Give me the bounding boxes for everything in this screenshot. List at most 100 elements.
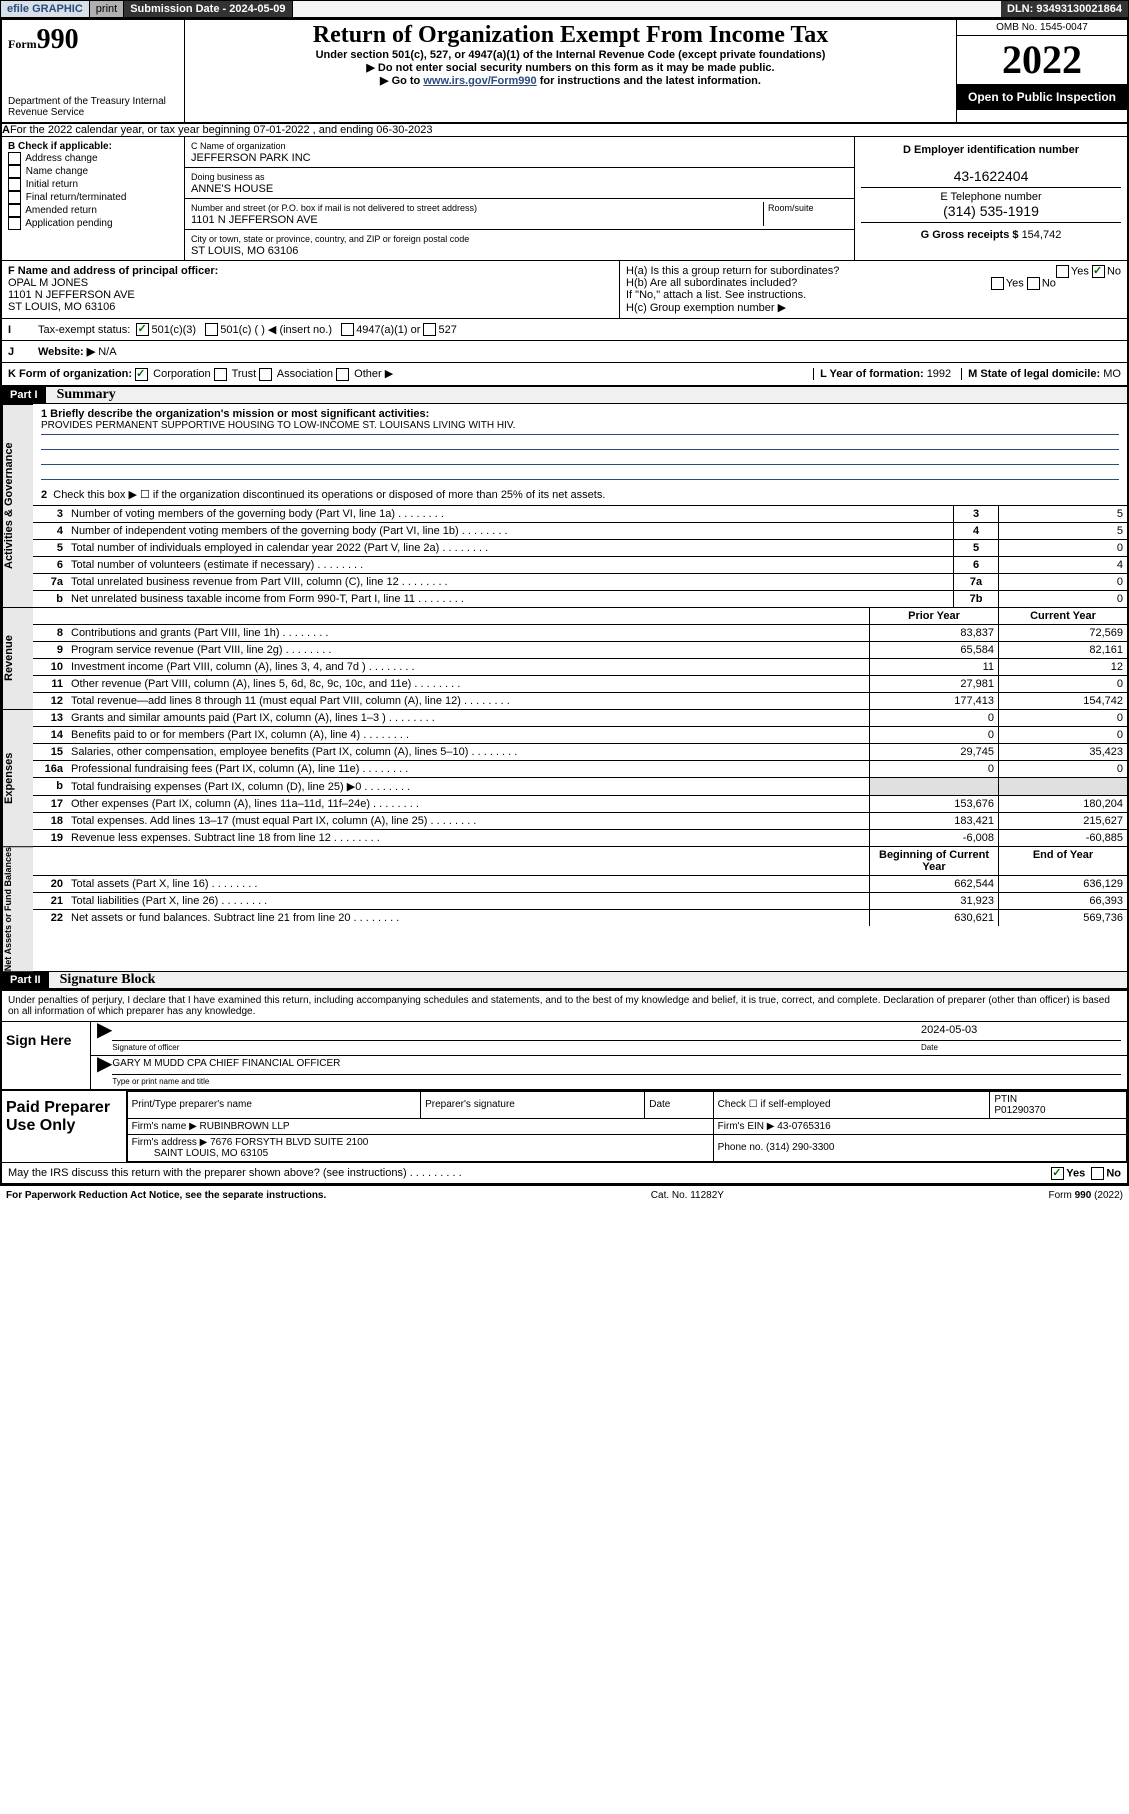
checkbox-pending[interactable]	[8, 217, 21, 230]
side-revenue: Revenue	[2, 607, 33, 709]
h-box: H(a) Is this a group return for subordin…	[620, 261, 1127, 318]
print-button[interactable]: print	[90, 1, 124, 17]
sign-here-label: Sign Here	[2, 1022, 91, 1089]
firm-addr1: 7676 FORSYTH BLVD SUITE 2100	[210, 1137, 368, 1148]
klm-row: K Form of organization: Corporation Trus…	[2, 363, 1127, 386]
form-title: Return of Organization Exempt From Incom…	[193, 22, 948, 49]
part1-header: Part I Summary	[2, 386, 1127, 404]
dba-label: Doing business as	[191, 172, 265, 182]
sub3-pre: ▶ Go to	[380, 75, 423, 87]
cb-501c3[interactable]	[136, 323, 149, 336]
penalty-text: Under penalties of perjury, I declare th…	[2, 989, 1127, 1021]
addr-label: Number and street (or P.O. box if mail i…	[191, 203, 477, 213]
l-label: L Year of formation:	[820, 368, 924, 380]
submission-date: Submission Date - 2024-05-09	[124, 1, 292, 17]
cb-other[interactable]	[336, 368, 349, 381]
ein-label: D Employer identification number	[903, 144, 1079, 156]
footer-right: Form 990 (2022)	[1049, 1190, 1123, 1201]
firm-addr-label: Firm's address ▶	[132, 1137, 208, 1148]
gross-label: G Gross receipts $	[921, 229, 1019, 241]
501c3: 501(c)(3)	[151, 324, 196, 336]
mission-blank1	[41, 435, 1119, 450]
part1-title: Summary	[49, 387, 116, 402]
mission-box: 1 Briefly describe the organization's mi…	[33, 404, 1127, 484]
line-a-text: For the 2022 calendar year, or tax year …	[10, 124, 433, 136]
preparer-table: Print/Type preparer's name Preparer's si…	[127, 1091, 1127, 1162]
l-val: 1992	[927, 368, 951, 380]
checkbox-final[interactable]	[8, 191, 21, 204]
footer-mid: Cat. No. 11282Y	[651, 1190, 724, 1201]
side-netassets: Net Assets or Fund Balances	[2, 846, 33, 971]
efile-link[interactable]: efile GRAPHIC	[1, 1, 90, 17]
department-label: Department of the Treasury Internal Reve…	[8, 96, 178, 118]
hb-note: If "No," attach a list. See instructions…	[626, 289, 1121, 301]
opt-amended: Amended return	[25, 205, 97, 216]
gross-value: 154,742	[1022, 229, 1062, 241]
ha-no[interactable]	[1092, 265, 1105, 278]
hb-no[interactable]	[1027, 277, 1040, 290]
phone-value: (314) 535-1919	[943, 203, 1039, 219]
revenue-section: Revenue Prior YearCurrent Year8Contribut…	[2, 607, 1127, 709]
tax-year: 2022	[957, 36, 1127, 84]
checkbox-name-change[interactable]	[8, 165, 21, 178]
mission-label: 1 Briefly describe the organization's mi…	[41, 408, 429, 420]
cb-501c[interactable]	[205, 323, 218, 336]
discuss-yes[interactable]	[1051, 1167, 1064, 1180]
f-label: F Name and address of principal officer:	[8, 265, 218, 277]
sign-arrow-icon: ▶	[97, 1024, 112, 1053]
ha-yes[interactable]	[1056, 265, 1069, 278]
b-label: B Check if applicable:	[8, 141, 112, 152]
header-row: Form990 Department of the Treasury Inter…	[2, 20, 1127, 124]
officer-addr2: ST LOUIS, MO 63106	[8, 301, 115, 313]
hb-yes[interactable]	[991, 277, 1004, 290]
year-box: OMB No. 1545-0047 2022 Open to Public In…	[957, 20, 1127, 122]
mission-text: PROVIDES PERMANENT SUPPORTIVE HOUSING TO…	[41, 420, 1119, 435]
dln: DLN: 93493130021864	[1001, 1, 1128, 17]
ptin-val: P01290370	[994, 1105, 1045, 1116]
firm-ein: 43-0765316	[777, 1121, 830, 1132]
netassets-section: Net Assets or Fund Balances Beginning of…	[2, 846, 1127, 971]
cb-527[interactable]	[423, 323, 436, 336]
cb-corp[interactable]	[135, 368, 148, 381]
sign-arrow-icon2: ▶	[97, 1058, 112, 1087]
part2-header: Part II Signature Block	[2, 971, 1127, 989]
part2-num: Part II	[2, 972, 49, 988]
ein-value: 43-1622404	[954, 168, 1029, 184]
officer-addr1: 1101 N JEFFERSON AVE	[8, 289, 135, 301]
revenue-table: Prior YearCurrent Year8Contributions and…	[33, 607, 1127, 709]
governance-table: 3Number of voting members of the governi…	[33, 505, 1127, 607]
form-number-box: Form990 Department of the Treasury Inter…	[2, 20, 185, 122]
phone-label: E Telephone number	[940, 191, 1041, 203]
f-box: F Name and address of principal officer:…	[2, 261, 620, 318]
subtitle-2: ▶ Do not enter social security numbers o…	[193, 61, 948, 74]
firm-label: Firm's name ▶	[132, 1121, 197, 1132]
expenses-section: Expenses 13Grants and similar amounts pa…	[2, 709, 1127, 846]
irs-link[interactable]: www.irs.gov/Form990	[423, 75, 536, 87]
checkbox-addr-change[interactable]	[8, 152, 21, 165]
discuss-row: May the IRS discuss this return with the…	[2, 1162, 1127, 1183]
m-val: MO	[1103, 368, 1121, 380]
cb-4947[interactable]	[341, 323, 354, 336]
officer-print-name: GARY M MUDD CPA CHIEF FINANCIAL OFFICER	[112, 1058, 1121, 1075]
k-assoc: Association	[277, 368, 333, 380]
checkbox-amended[interactable]	[8, 204, 21, 217]
cb-assoc[interactable]	[259, 368, 272, 381]
b-column: B Check if applicable: Address change Na…	[2, 137, 185, 260]
bcdeg-row: B Check if applicable: Address change Na…	[2, 137, 1127, 261]
ha-label: H(a) Is this a group return for subordin…	[626, 265, 839, 277]
discuss-no[interactable]	[1091, 1167, 1104, 1180]
opt-initial: Initial return	[26, 179, 78, 190]
opt-final: Final return/terminated	[26, 192, 127, 203]
cb-trust[interactable]	[214, 368, 227, 381]
side-governance: Activities & Governance	[2, 404, 33, 607]
firm-phone-label: Phone no.	[718, 1142, 764, 1153]
city-label: City or town, state or province, country…	[191, 234, 469, 244]
hb-label: H(b) Are all subordinates included?	[626, 277, 797, 289]
hc-label: H(c) Group exemption number ▶	[626, 301, 1121, 314]
org-name: JEFFERSON PARK INC	[191, 152, 311, 164]
sign-here-grid: Sign Here ▶ Signature of officer 2024-05…	[2, 1021, 1127, 1089]
4947a1: 4947(a)(1) or	[356, 324, 420, 336]
room-label: Room/suite	[768, 203, 814, 213]
checkbox-initial[interactable]	[8, 178, 21, 191]
i-label: Tax-exempt status:	[38, 324, 130, 336]
